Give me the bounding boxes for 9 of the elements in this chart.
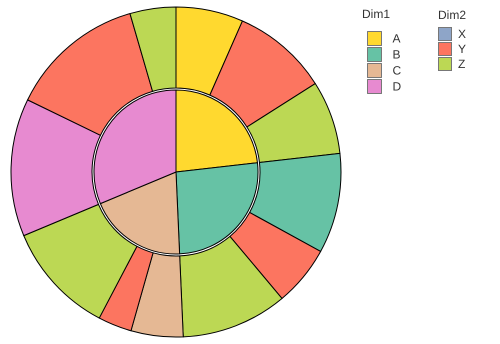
legend-title: Dim1 [362,7,390,21]
category-label: X [458,26,466,40]
legend-label: B [392,48,401,62]
legend-label: C [392,64,402,78]
legend-label: D [392,80,402,94]
category-label: Y [458,42,466,56]
legend-title: Dim2 [438,8,466,24]
legend-label: A [392,32,401,46]
category-label: Z [458,56,466,70]
